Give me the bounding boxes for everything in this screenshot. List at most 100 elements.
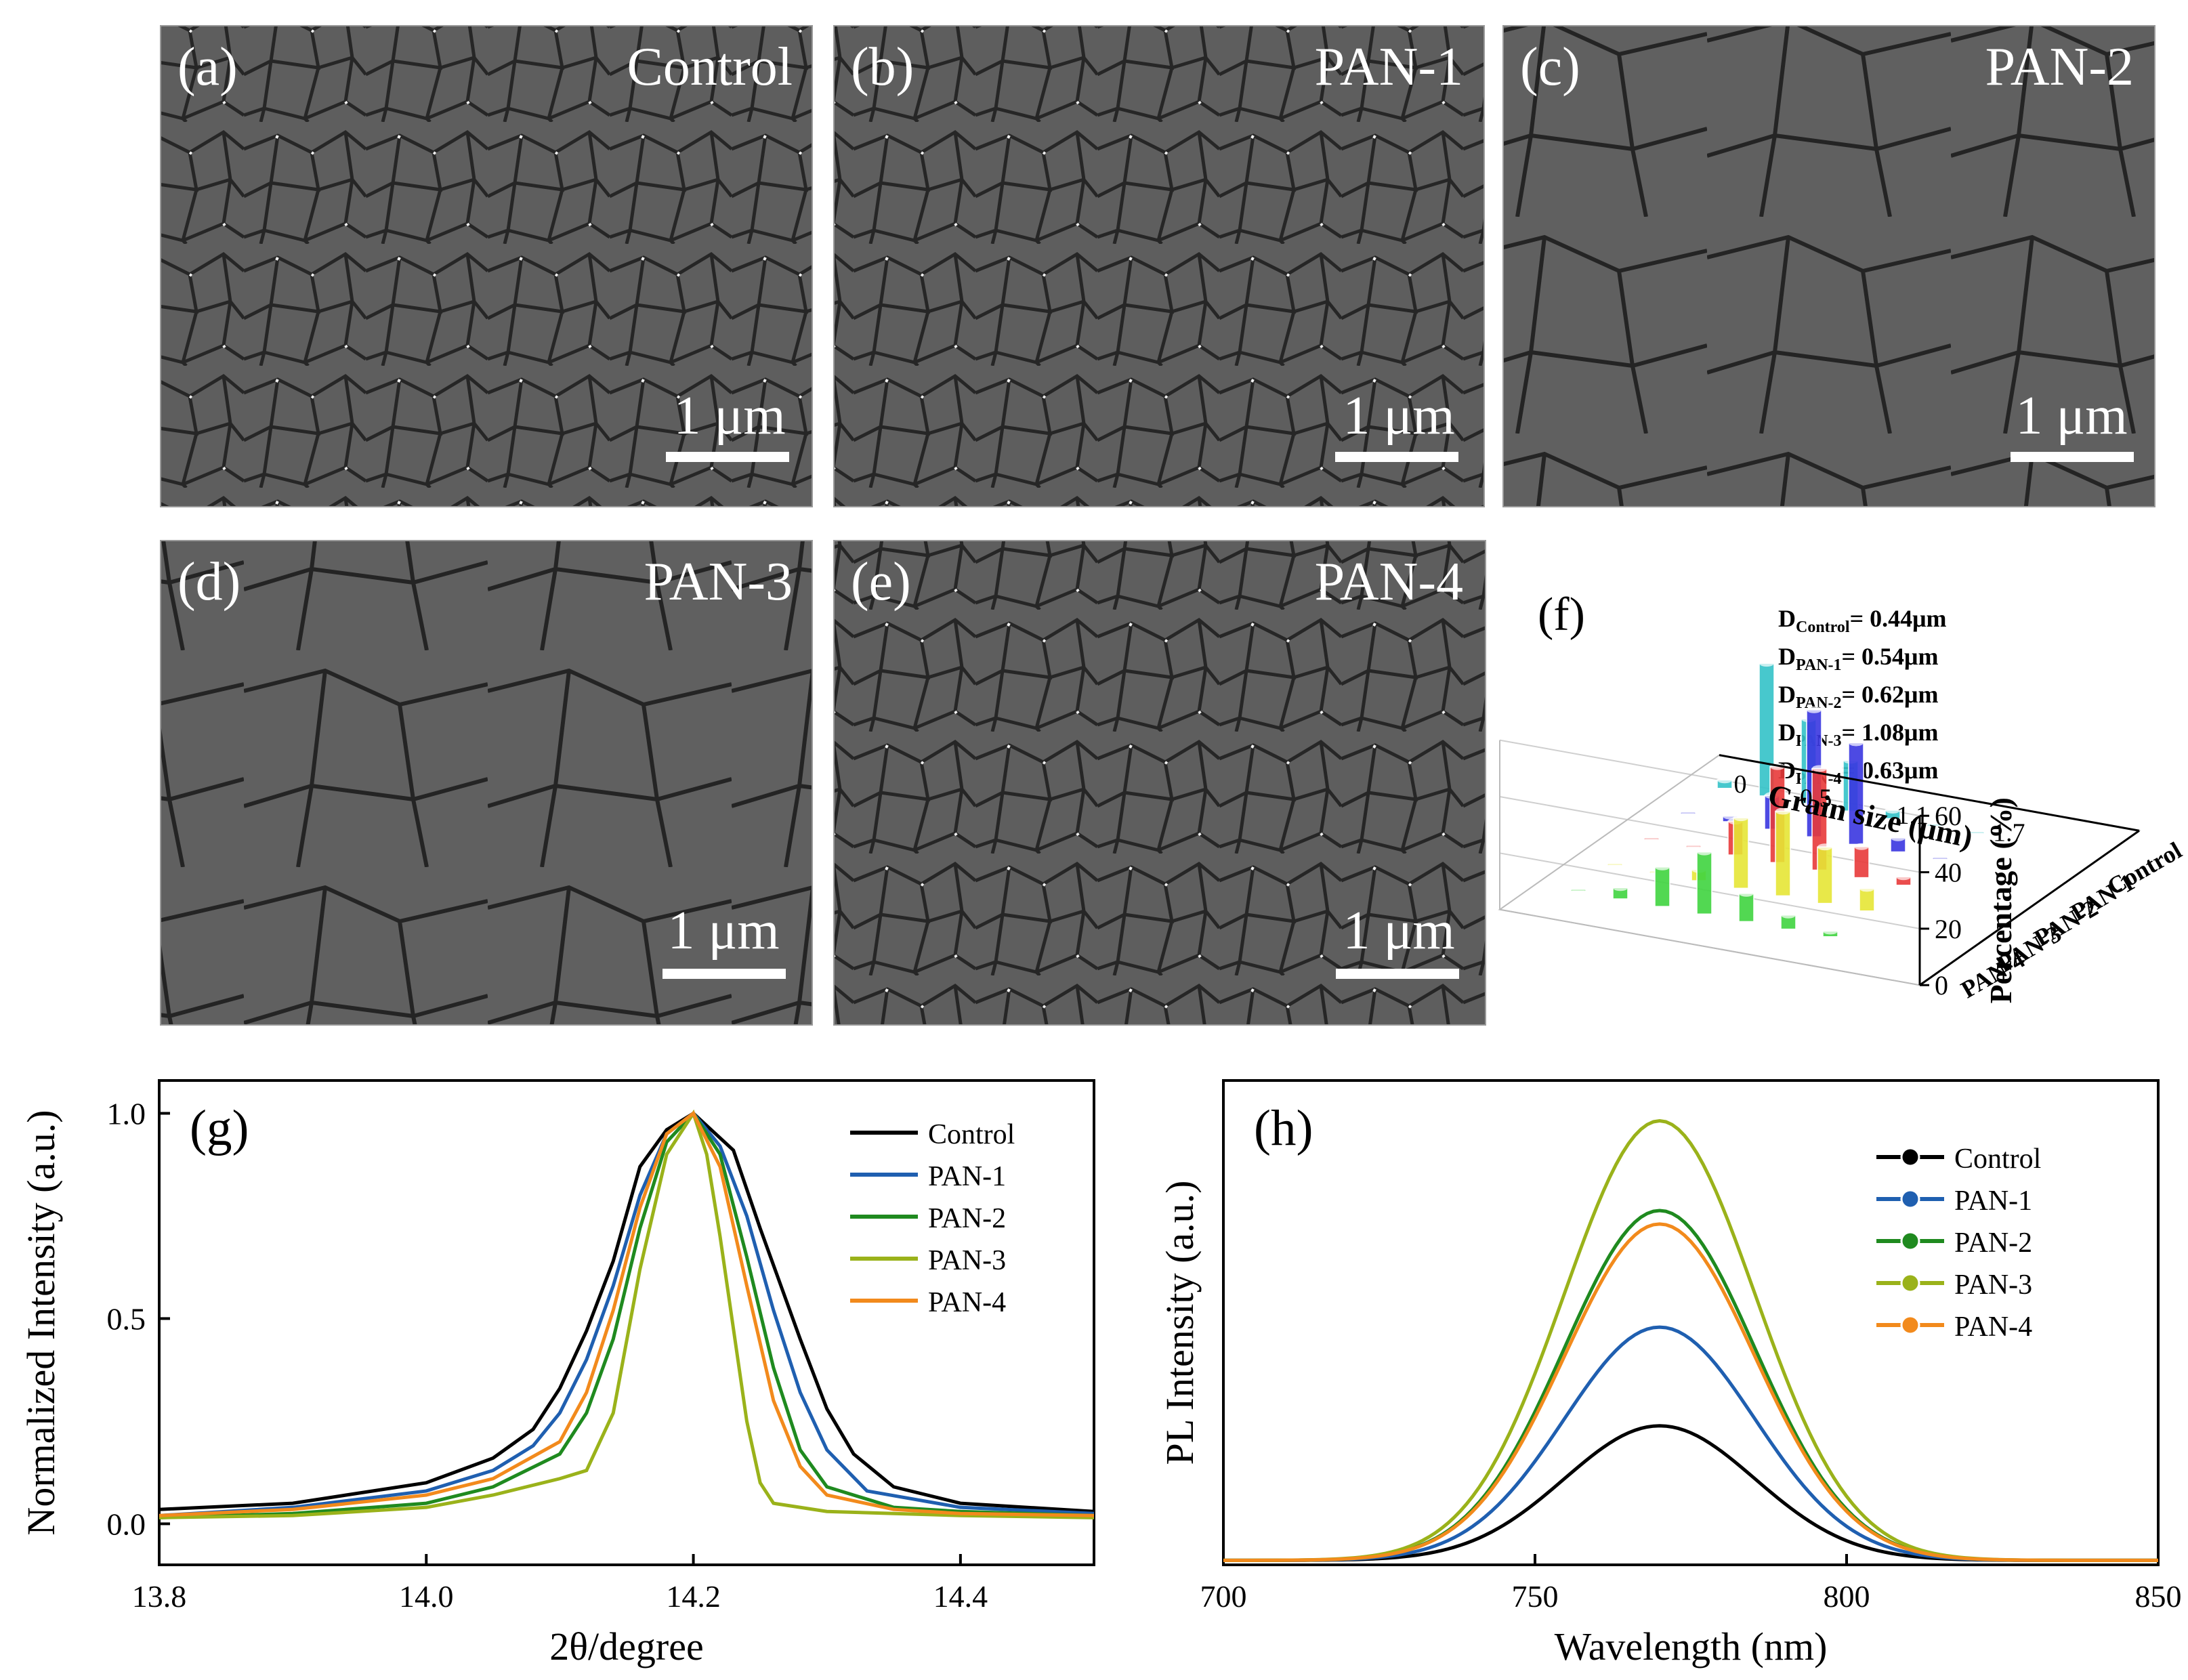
series-line-pan-3: [159, 1109, 1095, 1519]
f-z-tick-label: 0: [1935, 970, 1948, 1001]
f-z-tick-label: 40: [1935, 858, 1962, 888]
x-axis-title: Wavelength (nm): [1555, 1624, 1828, 1668]
f-z-tick-label: 20: [1935, 914, 1962, 944]
bar-pan-4: [1738, 893, 1754, 923]
panel-letter: (c): [1520, 37, 1580, 97]
bar-cap-pan-2: [1812, 765, 1827, 772]
panel-letter: (b): [851, 37, 914, 97]
panel-letter: (d): [177, 552, 240, 612]
x-tick-label: 14.4: [933, 1579, 988, 1614]
scale-bar: [1336, 969, 1459, 979]
legend-label-pan-1: PAN-1: [928, 1161, 1006, 1192]
sem-panel-b: (b) PAN-1 1 μm: [833, 25, 1485, 507]
plot-frame: [158, 1079, 1095, 1566]
bar-cap-control: [1927, 820, 1942, 828]
sem-panel-d: (d) PAN-3 1 μm: [160, 540, 813, 1026]
grain-size-legend-entry: DPAN-2= 0.62μm: [1778, 681, 1938, 712]
legend-label-pan-2: PAN-2: [928, 1203, 1006, 1234]
series-line-pan-2: [1223, 1209, 2159, 1562]
x-tick-label: 14.0: [399, 1579, 454, 1614]
series-line-pan-2: [159, 1110, 1095, 1519]
f-series-axis: [1919, 830, 2140, 986]
bar-cap-pan-4: [1697, 848, 1712, 856]
y-tick-label: 0.0: [107, 1507, 146, 1541]
bar-cap-pan-4: [1781, 911, 1796, 919]
f-x-axis: [1719, 754, 2140, 832]
bar-pan-4: [1654, 866, 1670, 907]
legend-label-pan-4: PAN-4: [928, 1287, 1006, 1318]
series-line-pan-4: [159, 1110, 1095, 1517]
sem-panel-c: (c) PAN-2 1 μm: [1502, 25, 2155, 507]
bar-cap-pan-1: [1849, 739, 1864, 747]
bar-cap-pan-1: [1807, 706, 1822, 713]
f-gridline: [1499, 795, 1920, 873]
bar-cap-control: [1969, 828, 1984, 835]
bar-pan-4: [1696, 851, 1712, 915]
sem-panel-e: (e) PAN-4 1 μm: [833, 540, 1486, 1026]
series-line-control: [159, 1111, 1095, 1513]
bar-cap-control: [1885, 806, 1900, 814]
scale-bar-label: 1 μm: [667, 901, 779, 961]
sem-panel-a: (a) Control 1 μm: [160, 25, 813, 507]
x-tick-label: 13.8: [132, 1579, 187, 1614]
bar-cap-control: [1717, 776, 1732, 784]
y-tick-label: 0.5: [107, 1301, 146, 1336]
panel-title: PAN-3: [644, 552, 793, 612]
x-tick-label: 850: [2135, 1579, 2182, 1614]
scale-bar: [1335, 452, 1458, 462]
panel-title: PAN-1: [1315, 37, 1463, 97]
scale-bar-label: 1 μm: [1343, 901, 1454, 961]
legend-label-control: Control: [928, 1119, 1015, 1150]
scale-bar-label: 1 μm: [673, 386, 785, 446]
panel-title: PAN-2: [1985, 37, 2134, 97]
grain-size-legend-entry: DControl= 0.44μm: [1778, 605, 1946, 636]
legend-label-pan-1: PAN-1: [1954, 1185, 2032, 1217]
y-tick-label: 1.0: [107, 1096, 146, 1131]
grain-size-3d-bar-chart: (f) DControl= 0.44μm DPAN-1= 0.54μm DPAN-2…: [1498, 589, 2186, 1003]
panel-letter-f: (f): [1538, 589, 1585, 641]
x-tick-label: 14.2: [666, 1579, 721, 1614]
panel-title: PAN-4: [1315, 552, 1463, 612]
grain-size-legend-entry: DPAN-1= 0.54μm: [1778, 643, 1938, 674]
bar-cap-control: [1759, 660, 1774, 667]
legend-marker-pan-4: [1900, 1315, 1920, 1335]
f-x-tick-label: 0: [1734, 770, 1747, 799]
panel-letter: (g): [190, 1100, 249, 1156]
legend-marker-control: [1900, 1147, 1920, 1167]
bar-pan-3: [1775, 810, 1791, 897]
legend-marker-pan-1: [1900, 1189, 1920, 1209]
series-line-pan-4: [1223, 1222, 2159, 1562]
x-tick-label: 750: [1512, 1579, 1559, 1614]
bar-cap-pan-1: [1681, 808, 1696, 816]
f-z-axis-title: Percentage (%): [1983, 797, 2018, 1003]
bar-cap-pan-4: [1655, 863, 1670, 870]
bar-cap-pan-4: [1571, 885, 1586, 893]
x-tick-label: 800: [1824, 1579, 1870, 1614]
bar-cap-pan-2: [1854, 843, 1869, 850]
f-bars: [1570, 660, 1985, 938]
scale-bar: [666, 452, 789, 462]
legend-label-control: Control: [1954, 1143, 2041, 1175]
pl-line-chart: 700 750 800 850 Wavelength (nm) PL Intensity …: [1158, 1079, 2182, 1668]
bar-pan-3: [1733, 817, 1749, 889]
legend-marker-pan-3: [1900, 1273, 1920, 1293]
bar-cap-pan-3: [1859, 885, 1874, 892]
bar-cap-pan-2: [1896, 873, 1911, 881]
bar-cap-pan-3: [1607, 860, 1622, 867]
bar-cap-pan-3: [1733, 814, 1748, 822]
bar-cap-pan-4: [1823, 927, 1838, 935]
f-x-tick-label: 1.1: [1896, 801, 1929, 830]
legend-label-pan-2: PAN-2: [1954, 1227, 2032, 1259]
f-x-tick-label: 1.7: [1993, 819, 2025, 847]
series-line-control: [1223, 1424, 2158, 1562]
grain-size-legend: DControl= 0.44μm DPAN-1= 0.54μm DPAN-2= 0.…: [1778, 605, 1946, 788]
scale-bar-label: 1 μm: [2015, 386, 2127, 446]
scale-bar: [662, 969, 786, 979]
bar-pan-3: [1817, 846, 1833, 904]
y-axis-title: Normalized Intensity (a.u.): [19, 1110, 63, 1535]
x-axis-title: 2θ/degree: [549, 1624, 703, 1668]
panel-letter: (e): [851, 552, 911, 612]
bar-cap-pan-4: [1613, 884, 1628, 891]
legend-marker-pan-2: [1900, 1231, 1920, 1251]
